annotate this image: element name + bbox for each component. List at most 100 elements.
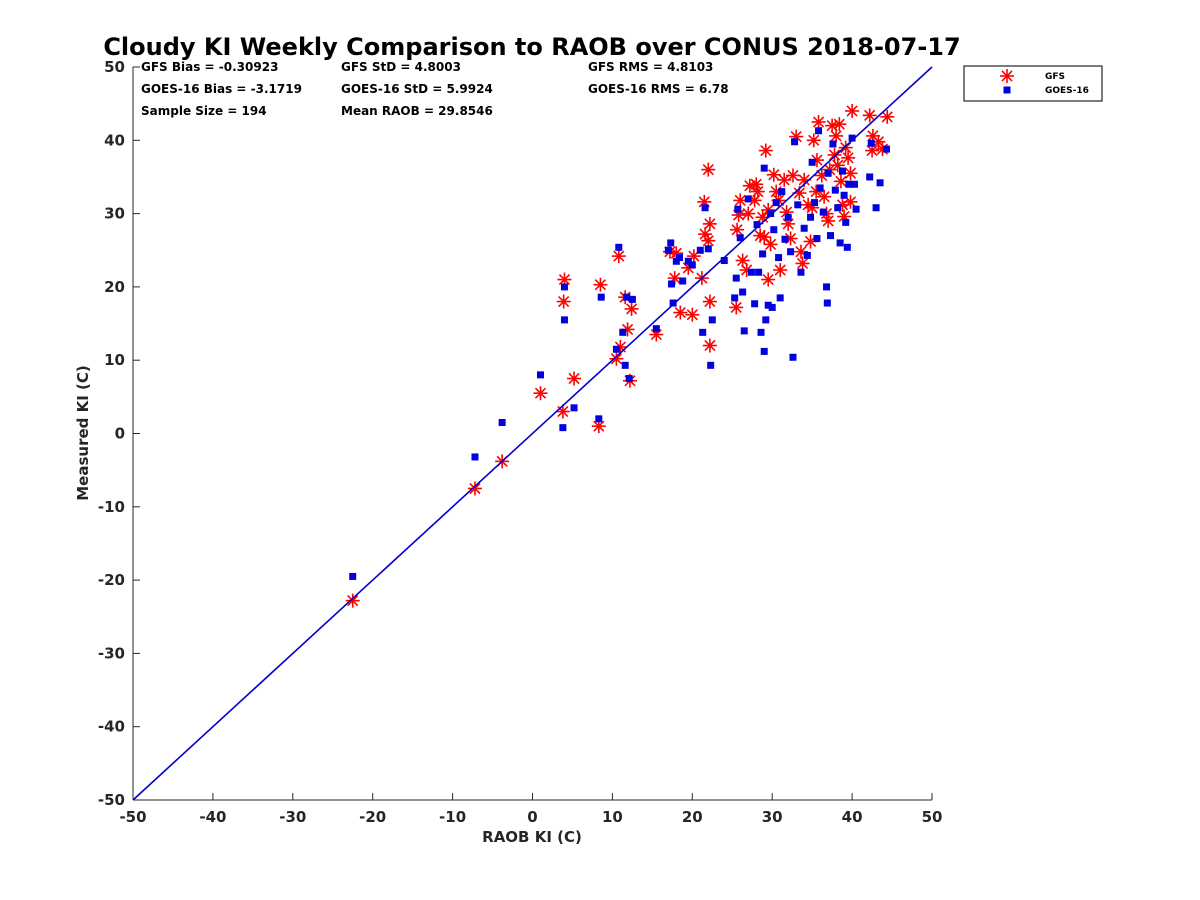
goes-16-point [787, 248, 795, 256]
goes-16-point [595, 415, 603, 423]
legend-goes-marker [1003, 86, 1011, 94]
stats-block: GFS Bias = -0.30923 GFS StD = 4.8003 GFS… [141, 60, 729, 118]
x-tick-label: 50 [922, 808, 943, 826]
y-tick-label: -40 [98, 718, 125, 736]
legend-gfs-marker [1000, 69, 1014, 83]
goes-16-point [560, 283, 568, 291]
y-tick-label: 40 [104, 131, 125, 149]
gfs-point [702, 338, 717, 353]
goes-16-point [625, 375, 633, 383]
gfs-point [685, 307, 700, 322]
goes-16-point [707, 361, 715, 369]
stat-gfs-rms: GFS RMS = 4.8103 [588, 60, 713, 74]
goes-16-point [781, 235, 789, 243]
goes-16-point [852, 205, 860, 213]
goes-16-point [842, 218, 850, 226]
gfs-point [701, 233, 716, 248]
goes-16-point [753, 221, 761, 229]
goes-16-point [831, 186, 839, 194]
goes-16-point [824, 169, 832, 177]
goes-16-point [797, 268, 805, 276]
y-tick-label: 30 [104, 205, 125, 223]
goes-16-point [760, 164, 768, 172]
x-ticks: -50 -40 -30 -20 -10 0 10 20 30 40 50 [119, 793, 942, 826]
goes-16-point [776, 294, 784, 302]
y-ticks: 50 40 30 20 10 0 -10 -20 -30 -40 -50 [98, 58, 140, 809]
y-tick-label: -50 [98, 791, 125, 809]
goes-16-point [848, 134, 856, 142]
gfs-point [729, 300, 744, 315]
goes-16-point [701, 204, 709, 212]
goes-16-point [845, 180, 853, 188]
stat-goes-rms: GOES-16 RMS = 6.78 [588, 82, 729, 96]
goes-16-point [834, 204, 842, 212]
goes-16-point [816, 184, 824, 192]
goes-16-point [850, 180, 858, 188]
goes-16-point [867, 139, 875, 147]
y-tick-label: 0 [115, 425, 125, 443]
goes-16-point [669, 299, 677, 307]
goes-16-point [807, 213, 815, 221]
goes-16-point [829, 140, 837, 148]
goes-16-point [757, 328, 765, 336]
goes-16-point [794, 201, 802, 209]
goes-16-point [791, 138, 799, 146]
gfs-point [806, 133, 821, 148]
goes-16-point [731, 294, 739, 302]
gfs-point [750, 184, 765, 199]
goes-16-point [762, 316, 770, 324]
goes-16-point [679, 277, 687, 285]
goes-16-point [699, 328, 707, 336]
legend-gfs-label: GFS [1045, 72, 1065, 82]
goes-16-point [732, 274, 740, 282]
one-to-one-line [132, 66, 933, 801]
x-tick-label: 10 [602, 808, 623, 826]
goes-16-point [876, 179, 884, 187]
goes-16-point [615, 243, 623, 251]
gfs-point [833, 174, 848, 189]
goes-16-point [840, 191, 848, 199]
goes-16-point [498, 419, 506, 427]
stat-gfs-bias: GFS Bias = -0.30923 [141, 60, 278, 74]
goes-16-point [823, 299, 831, 307]
gfs-point [763, 237, 778, 252]
legend-goes-square [1003, 86, 1011, 94]
chart-title: Cloudy KI Weekly Comparison to RAOB over… [103, 33, 960, 61]
gfs-point [766, 167, 781, 182]
y-tick-label: -10 [98, 498, 125, 516]
goes-16-point [696, 246, 704, 254]
goes-16-point [768, 303, 776, 311]
goes-16-point [668, 280, 676, 288]
gfs-point [821, 213, 836, 228]
goes-16-point [827, 232, 835, 240]
gfs-point [609, 351, 624, 366]
legend-gfs-asterisk [1000, 69, 1014, 83]
data-points [345, 103, 895, 608]
y-tick-label: -20 [98, 571, 125, 589]
goes-16-point [839, 167, 847, 175]
goes-16-point [755, 268, 763, 276]
goes-16-point [759, 250, 767, 258]
goes-16-point [808, 158, 816, 166]
stat-gfs-std: GFS StD = 4.8003 [341, 60, 461, 74]
x-tick-label: 40 [842, 808, 863, 826]
stat-goes-bias: GOES-16 Bias = -3.1719 [141, 82, 302, 96]
goes-16-point [720, 257, 728, 265]
goes-16-point [778, 188, 786, 196]
gfs-point [624, 301, 639, 316]
goes-16-point [684, 257, 692, 265]
x-tick-label: -50 [119, 808, 146, 826]
goes-16-point [736, 234, 744, 242]
gfs-point [761, 272, 776, 287]
goes-16-point [559, 424, 567, 432]
gfs-point [567, 371, 582, 386]
x-axis-label: RAOB KI (C) [482, 828, 582, 846]
goes-16-point [570, 404, 578, 412]
gfs-point [785, 168, 800, 183]
gfs-point [832, 117, 847, 132]
goes-16-point [772, 199, 780, 207]
gfs-point [611, 249, 626, 264]
gfs-point [702, 216, 717, 231]
goes-16-point [560, 316, 568, 324]
